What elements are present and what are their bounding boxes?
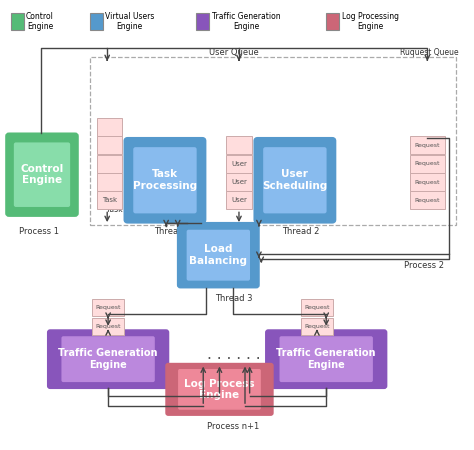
FancyBboxPatch shape [134,148,196,212]
Text: Request: Request [304,324,330,328]
Bar [301,318,333,334]
Bar [196,13,210,31]
Bar [410,136,445,154]
Text: Request: Request [414,161,440,166]
Bar [326,13,339,31]
Text: Process 2: Process 2 [404,261,444,270]
Bar [92,299,124,316]
Text: Control
Engine: Control Engine [26,12,54,31]
Bar [92,318,124,334]
FancyBboxPatch shape [179,370,260,409]
Text: User: User [231,161,247,167]
Text: Ruquest Queue: Ruquest Queue [401,48,459,57]
Bar [97,155,122,173]
Bar [410,173,445,191]
Bar [301,299,333,316]
Bar [410,191,445,209]
Bar [90,13,102,31]
Text: Thread 3: Thread 3 [215,294,252,303]
Bar [97,173,122,191]
Text: Traffic Generation
Engine: Traffic Generation Engine [58,348,158,370]
Text: Log Process
Engine: Log Process Engine [184,378,255,400]
Bar [410,155,445,173]
Text: Task Queue: Task Queue [106,205,150,214]
FancyBboxPatch shape [266,330,386,388]
Text: Process 1: Process 1 [18,227,58,236]
Text: Virtual Users
Engine: Virtual Users Engine [105,12,154,31]
Text: User Queue: User Queue [209,48,258,57]
Text: Request: Request [304,305,330,310]
Text: Request: Request [414,198,440,203]
Text: Traffic Generation
Engine: Traffic Generation Engine [276,348,376,370]
Text: User
Scheduling: User Scheduling [262,170,328,191]
FancyBboxPatch shape [187,230,249,280]
FancyBboxPatch shape [124,138,206,223]
Text: Control
Engine: Control Engine [20,164,64,185]
Text: User: User [231,179,247,185]
Text: Task
Processing: Task Processing [133,170,197,191]
Text: Request: Request [414,180,440,184]
Text: Process n: Process n [315,352,356,361]
Text: Log Processing
Engine: Log Processing Engine [342,12,399,31]
FancyBboxPatch shape [62,337,154,381]
FancyBboxPatch shape [178,223,259,288]
Text: Task: Task [102,198,117,203]
Text: Process n+1: Process n+1 [207,422,260,431]
Bar [11,13,24,31]
Text: Process 3: Process 3 [104,352,145,361]
Bar [97,118,122,136]
FancyBboxPatch shape [254,138,336,223]
FancyBboxPatch shape [166,364,273,415]
Bar [90,57,456,225]
Bar [227,173,252,191]
Text: Request: Request [95,324,121,328]
Text: Load
Balancing: Load Balancing [189,244,247,266]
Bar [227,155,252,173]
Text: Request: Request [414,143,440,148]
Bar [97,136,122,154]
FancyBboxPatch shape [15,143,69,206]
Text: Traffic Generation
Engine: Traffic Generation Engine [211,12,280,31]
Text: Request: Request [95,305,121,310]
Bar [227,136,252,154]
Text: User: User [231,198,247,203]
Text: · · · · · ·: · · · · · · [207,351,260,367]
FancyBboxPatch shape [6,133,78,216]
FancyBboxPatch shape [280,337,372,381]
FancyBboxPatch shape [264,148,326,212]
Text: Thread 2: Thread 2 [282,227,319,236]
Bar [227,191,252,209]
Bar [97,191,122,209]
Text: Thread 1: Thread 1 [155,227,192,236]
FancyBboxPatch shape [48,330,168,388]
